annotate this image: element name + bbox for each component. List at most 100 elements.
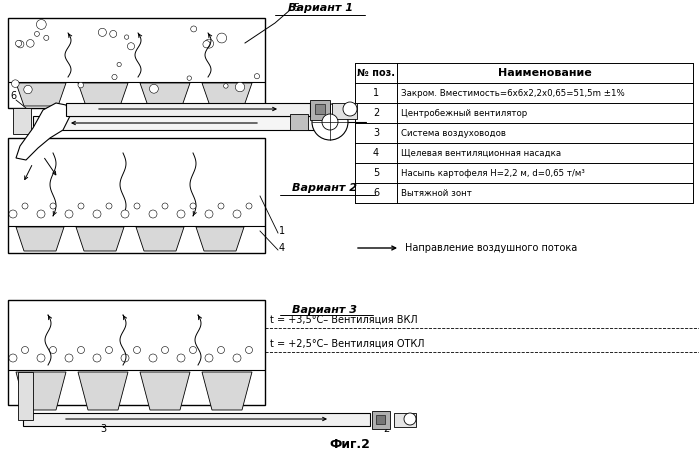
Bar xyxy=(8,138,265,253)
Circle shape xyxy=(218,203,224,209)
Circle shape xyxy=(217,33,226,43)
Polygon shape xyxy=(136,227,184,251)
Circle shape xyxy=(121,354,129,362)
Text: Вариант 2: Вариант 2 xyxy=(292,183,357,193)
Circle shape xyxy=(245,347,252,353)
Text: Насыпь картофеля Н=2,2 м, d=0,65 т/м³: Насыпь картофеля Н=2,2 м, d=0,65 т/м³ xyxy=(401,168,585,178)
Circle shape xyxy=(404,413,416,425)
Circle shape xyxy=(93,210,101,218)
Text: 3: 3 xyxy=(373,128,379,138)
Polygon shape xyxy=(16,103,70,160)
Text: Центробежный вентилятор: Центробежный вентилятор xyxy=(401,108,527,118)
Bar xyxy=(372,411,390,429)
Bar xyxy=(332,103,357,119)
Text: Направление воздушного потока: Направление воздушного потока xyxy=(405,243,577,253)
Circle shape xyxy=(50,203,56,209)
Circle shape xyxy=(224,84,228,88)
Circle shape xyxy=(162,203,168,209)
Bar xyxy=(8,18,265,108)
Circle shape xyxy=(17,41,24,48)
Polygon shape xyxy=(16,372,66,410)
Circle shape xyxy=(161,347,168,353)
Text: 4: 4 xyxy=(279,243,285,253)
Circle shape xyxy=(149,210,157,218)
Circle shape xyxy=(121,210,129,218)
Circle shape xyxy=(36,20,46,29)
Circle shape xyxy=(110,30,117,38)
Circle shape xyxy=(124,35,129,39)
Circle shape xyxy=(27,39,34,47)
Polygon shape xyxy=(78,83,128,106)
Bar xyxy=(310,100,330,120)
Circle shape xyxy=(191,26,196,32)
Circle shape xyxy=(65,210,73,218)
Circle shape xyxy=(177,354,185,362)
Text: 5: 5 xyxy=(373,168,379,178)
Circle shape xyxy=(189,347,196,353)
Text: 2: 2 xyxy=(383,424,389,434)
Circle shape xyxy=(246,203,252,209)
Circle shape xyxy=(322,114,338,130)
Circle shape xyxy=(254,73,259,79)
Polygon shape xyxy=(196,227,244,251)
Circle shape xyxy=(34,32,39,36)
Bar xyxy=(290,114,308,130)
Polygon shape xyxy=(16,83,66,106)
Text: Фиг.2: Фиг.2 xyxy=(329,438,370,452)
Circle shape xyxy=(50,347,57,353)
Circle shape xyxy=(217,347,224,353)
Circle shape xyxy=(99,28,106,36)
Circle shape xyxy=(24,85,32,94)
Text: t = +2,5°С– Вентиляция ОТКЛ: t = +2,5°С– Вентиляция ОТКЛ xyxy=(270,339,424,349)
Circle shape xyxy=(150,84,159,93)
Circle shape xyxy=(205,210,213,218)
Circle shape xyxy=(187,76,192,80)
Text: 6: 6 xyxy=(373,188,379,198)
Circle shape xyxy=(37,210,45,218)
Bar xyxy=(315,104,325,114)
Text: Наименование: Наименование xyxy=(498,68,592,78)
Bar xyxy=(23,413,370,426)
Text: Система воздуховодов: Система воздуховодов xyxy=(401,129,506,138)
Circle shape xyxy=(190,203,196,209)
Text: 3: 3 xyxy=(100,424,106,434)
Text: Закром. Вместимость=6х6х2,2х0,65=51,5m ±1%: Закром. Вместимость=6х6х2,2х0,65=51,5m ±… xyxy=(401,89,625,97)
Circle shape xyxy=(78,347,85,353)
Circle shape xyxy=(112,74,117,79)
Circle shape xyxy=(134,347,140,353)
Polygon shape xyxy=(202,83,252,106)
Polygon shape xyxy=(202,372,252,410)
Circle shape xyxy=(9,210,17,218)
Bar xyxy=(66,103,310,116)
Polygon shape xyxy=(140,372,190,410)
Polygon shape xyxy=(16,227,64,251)
Text: № поз.: № поз. xyxy=(357,68,395,78)
Bar xyxy=(376,415,385,424)
Text: 1: 1 xyxy=(373,88,379,98)
Circle shape xyxy=(177,210,185,218)
Bar xyxy=(33,116,315,130)
Circle shape xyxy=(203,41,210,48)
Circle shape xyxy=(134,203,140,209)
Circle shape xyxy=(117,62,122,67)
Circle shape xyxy=(127,43,135,50)
Text: Щелевая вентиляционная насадка: Щелевая вентиляционная насадка xyxy=(401,149,561,157)
Circle shape xyxy=(233,354,241,362)
Circle shape xyxy=(312,104,348,140)
Bar xyxy=(13,108,31,134)
Text: Вариант 3: Вариант 3 xyxy=(292,305,357,315)
Text: Вариант 1: Вариант 1 xyxy=(287,3,352,13)
Circle shape xyxy=(22,203,28,209)
Circle shape xyxy=(65,354,73,362)
Circle shape xyxy=(15,40,22,46)
Text: 2: 2 xyxy=(373,108,379,118)
Text: 6: 6 xyxy=(10,91,16,101)
Text: 4: 4 xyxy=(373,148,379,158)
Circle shape xyxy=(106,347,113,353)
Circle shape xyxy=(78,82,83,88)
Circle shape xyxy=(93,354,101,362)
Polygon shape xyxy=(76,227,124,251)
Polygon shape xyxy=(78,372,128,410)
Bar xyxy=(18,372,33,420)
Text: t = +3,5°С– Вентиляция ВКЛ: t = +3,5°С– Вентиляция ВКЛ xyxy=(270,315,417,325)
